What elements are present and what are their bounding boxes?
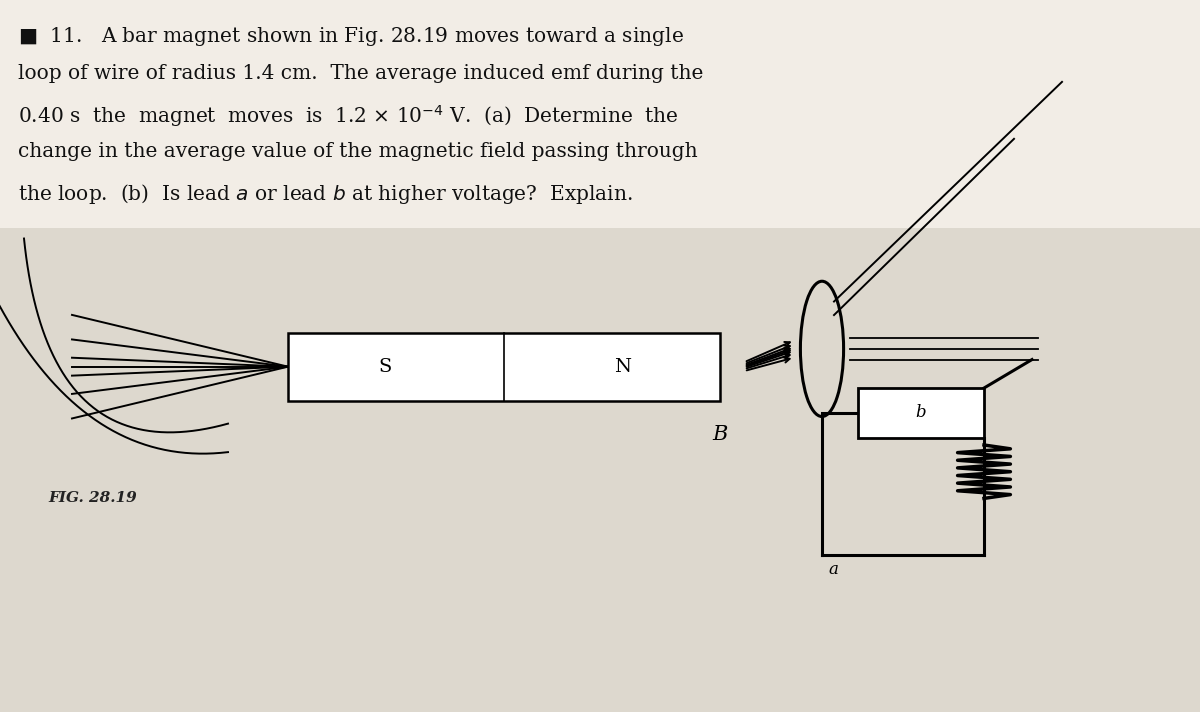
Text: change in the average value of the magnetic field passing through: change in the average value of the magne… xyxy=(18,142,697,162)
Text: S: S xyxy=(378,357,392,376)
FancyBboxPatch shape xyxy=(0,0,1200,228)
Bar xyxy=(858,388,984,438)
Text: FIG. 28.19: FIG. 28.19 xyxy=(48,491,137,506)
Text: 0.40 s  the  magnet  moves  is  1.2 $\times$ 10$^{-4}$ V.  (a)  Determine  the: 0.40 s the magnet moves is 1.2 $\times$ … xyxy=(18,103,679,129)
Text: b: b xyxy=(916,404,926,422)
Bar xyxy=(288,333,720,401)
Text: loop of wire of radius 1.4 cm.  The average induced emf during the: loop of wire of radius 1.4 cm. The avera… xyxy=(18,64,703,83)
Text: N: N xyxy=(614,357,631,376)
Text: the loop.  (b)  Is lead $a$ or lead $b$ at higher voltage?  Explain.: the loop. (b) Is lead $a$ or lead $b$ at… xyxy=(18,182,632,206)
Text: a: a xyxy=(828,561,838,578)
Text: $\blacksquare$  11.   A bar magnet shown in Fig. 28.19 moves toward a single: $\blacksquare$ 11. A bar magnet shown in… xyxy=(18,25,684,48)
Text: B: B xyxy=(713,425,727,444)
